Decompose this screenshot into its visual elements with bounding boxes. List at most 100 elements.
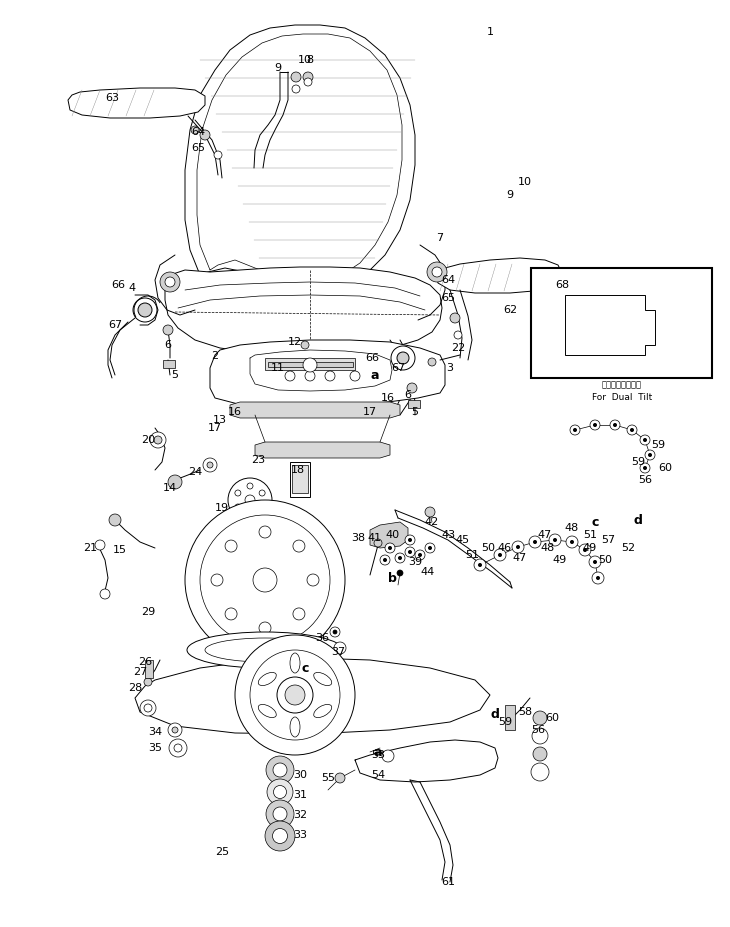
Circle shape xyxy=(168,723,182,737)
Text: 16: 16 xyxy=(228,407,242,417)
Circle shape xyxy=(395,553,405,563)
Text: 28: 28 xyxy=(128,683,142,693)
Circle shape xyxy=(596,576,600,580)
Text: d: d xyxy=(634,514,642,527)
Circle shape xyxy=(174,744,182,752)
Bar xyxy=(265,358,355,370)
Circle shape xyxy=(305,371,315,381)
Circle shape xyxy=(273,763,287,777)
Circle shape xyxy=(144,678,152,686)
Text: 63: 63 xyxy=(105,93,119,103)
Polygon shape xyxy=(165,267,442,353)
Circle shape xyxy=(454,331,462,339)
Circle shape xyxy=(266,756,294,784)
Circle shape xyxy=(407,383,417,393)
Text: a: a xyxy=(374,745,383,758)
Polygon shape xyxy=(135,658,490,734)
Text: 64: 64 xyxy=(191,127,205,137)
Text: 9: 9 xyxy=(507,190,514,200)
Circle shape xyxy=(613,423,617,427)
Text: 8: 8 xyxy=(307,55,314,65)
Circle shape xyxy=(245,495,255,505)
Circle shape xyxy=(272,829,288,844)
Circle shape xyxy=(610,420,620,430)
Circle shape xyxy=(583,548,587,552)
Circle shape xyxy=(259,622,271,634)
Text: 51: 51 xyxy=(583,530,597,540)
Polygon shape xyxy=(565,295,655,355)
Text: 35: 35 xyxy=(148,743,162,753)
Circle shape xyxy=(533,711,547,725)
Circle shape xyxy=(566,536,578,548)
Circle shape xyxy=(645,450,655,460)
Text: 48: 48 xyxy=(565,523,579,533)
Text: 32: 32 xyxy=(293,810,307,820)
Text: 19: 19 xyxy=(215,503,229,513)
Text: 60: 60 xyxy=(658,463,672,473)
Circle shape xyxy=(225,540,237,552)
Text: 41: 41 xyxy=(368,533,382,543)
Text: 65: 65 xyxy=(441,293,455,303)
Circle shape xyxy=(408,550,412,554)
Circle shape xyxy=(592,572,604,584)
Text: 38: 38 xyxy=(351,533,365,543)
Circle shape xyxy=(228,478,272,522)
Circle shape xyxy=(427,262,447,282)
Circle shape xyxy=(405,547,415,557)
Circle shape xyxy=(478,563,482,567)
Circle shape xyxy=(640,463,650,473)
Circle shape xyxy=(214,151,222,159)
Circle shape xyxy=(285,371,295,381)
Text: 66: 66 xyxy=(365,353,379,363)
Circle shape xyxy=(570,425,580,435)
Text: 29: 29 xyxy=(141,607,155,617)
Circle shape xyxy=(138,303,152,317)
Text: 16: 16 xyxy=(381,393,395,403)
Circle shape xyxy=(259,490,265,496)
Circle shape xyxy=(425,507,435,517)
Text: 4: 4 xyxy=(128,283,136,293)
Text: 59: 59 xyxy=(651,440,665,450)
Circle shape xyxy=(259,526,271,538)
Text: 40: 40 xyxy=(385,530,399,540)
Circle shape xyxy=(168,475,182,489)
Text: テュアルチルト用: テュアルチルト用 xyxy=(602,380,642,389)
Circle shape xyxy=(415,550,425,560)
Text: 42: 42 xyxy=(425,517,439,527)
Text: 7: 7 xyxy=(437,233,444,243)
Text: 24: 24 xyxy=(188,467,202,477)
Ellipse shape xyxy=(290,717,300,737)
Circle shape xyxy=(593,423,597,427)
Circle shape xyxy=(259,504,265,510)
Text: d: d xyxy=(491,708,499,721)
Circle shape xyxy=(408,538,412,542)
Text: 66: 66 xyxy=(111,280,125,290)
Circle shape xyxy=(304,78,312,86)
Circle shape xyxy=(191,126,199,134)
Ellipse shape xyxy=(314,705,331,717)
Circle shape xyxy=(532,728,548,744)
Circle shape xyxy=(428,546,432,550)
Circle shape xyxy=(425,543,435,553)
Text: 23: 23 xyxy=(251,455,265,465)
Text: 5: 5 xyxy=(172,370,179,380)
Circle shape xyxy=(533,747,547,761)
Text: 65: 65 xyxy=(191,143,205,153)
Circle shape xyxy=(301,341,309,349)
Circle shape xyxy=(207,462,213,468)
Circle shape xyxy=(273,807,287,821)
Polygon shape xyxy=(68,88,205,118)
Circle shape xyxy=(494,549,506,561)
Text: 61: 61 xyxy=(441,877,455,887)
Circle shape xyxy=(325,371,335,381)
Polygon shape xyxy=(435,258,562,293)
Text: 17: 17 xyxy=(363,407,377,417)
Circle shape xyxy=(350,371,360,381)
Bar xyxy=(268,362,353,367)
Text: 45: 45 xyxy=(455,535,469,545)
Circle shape xyxy=(418,553,422,557)
Circle shape xyxy=(627,425,637,435)
Text: 57: 57 xyxy=(601,535,615,545)
Text: 62: 62 xyxy=(503,305,517,315)
Text: 47: 47 xyxy=(513,553,527,563)
